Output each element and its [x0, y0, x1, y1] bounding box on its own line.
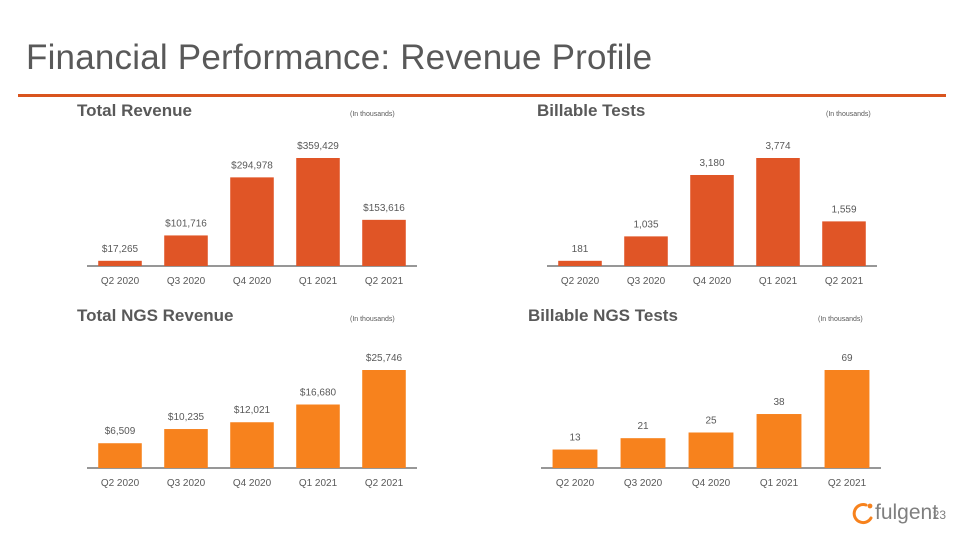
x-tick-label: Q3 2020	[167, 276, 206, 287]
title-divider	[18, 94, 946, 97]
bar	[296, 158, 340, 266]
chart-billable-tests: 181 Q2 2020 1,035 Q3 2020 3,180 Q4 2020 3,774 Q…	[547, 141, 877, 287]
x-tick-label: Q4 2020	[233, 478, 272, 489]
page-title: Financial Performance: Revenue Profile	[26, 38, 653, 77]
x-tick-label: Q2 2021	[828, 478, 867, 489]
x-tick-label: Q2 2021	[365, 478, 404, 489]
fulgent-logo: fulgent	[852, 499, 944, 529]
bar	[362, 219, 406, 266]
bar	[624, 236, 668, 266]
data-label: $17,265	[102, 244, 139, 255]
x-tick-label: Q3 2020	[627, 276, 666, 287]
x-tick-label: Q4 2020	[692, 478, 731, 489]
x-tick-label: Q3 2020	[167, 478, 206, 489]
units-note-billable-ngs-tests: (In thousands)	[818, 316, 863, 323]
x-tick-label: Q2 2020	[561, 276, 600, 287]
data-label: $153,616	[363, 203, 405, 214]
chart-total-ngs-revenue: $6,509 Q2 2020 $10,235 Q3 2020 $12,021 Q4 202…	[87, 353, 417, 489]
chart-total-revenue: $17,265 Q2 2020 $101,716 Q3 2020 $294,978 Q4 …	[87, 141, 417, 287]
fulgent-logo-icon	[852, 503, 873, 525]
x-tick-label: Q1 2021	[299, 276, 338, 287]
x-tick-label: Q3 2020	[624, 478, 663, 489]
chart-billable-ngs-tests: 13 Q2 2020 21 Q3 2020 25 Q4 2020 38 Q1 2021 69 Q2…	[541, 353, 881, 489]
data-label: $16,680	[300, 388, 337, 399]
bar	[230, 177, 274, 266]
logo-wordmark: fulgent	[875, 501, 939, 524]
data-label: $12,021	[234, 405, 271, 416]
chart-title-total-revenue: Total Revenue	[77, 101, 192, 120]
data-label: 1,559	[831, 204, 856, 215]
x-tick-label: Q2 2021	[365, 276, 404, 287]
bar	[824, 370, 870, 468]
x-tick-label: Q4 2020	[693, 276, 732, 287]
units-note-total-revenue: (In thousands)	[350, 111, 395, 118]
data-label: 25	[705, 415, 717, 426]
x-tick-label: Q2 2021	[825, 276, 864, 287]
bar	[230, 422, 274, 468]
data-label: 69	[841, 353, 853, 364]
data-label: 38	[773, 397, 785, 408]
chart-title-total-ngs-revenue: Total NGS Revenue	[77, 306, 234, 325]
data-label: 181	[572, 244, 589, 255]
bar	[756, 158, 800, 266]
bar	[688, 432, 734, 468]
x-tick-label: Q2 2020	[556, 478, 595, 489]
bar	[164, 235, 208, 266]
bar	[756, 414, 802, 468]
data-label: $10,235	[168, 412, 205, 423]
data-label: $359,429	[297, 141, 339, 152]
data-label: 1,035	[633, 219, 658, 230]
bar	[822, 221, 866, 266]
data-label: $101,716	[165, 218, 207, 229]
chart-title-billable-ngs-tests: Billable NGS Tests	[528, 306, 678, 325]
units-note-billable-tests: (In thousands)	[826, 111, 871, 118]
bar	[690, 174, 734, 266]
bar	[98, 260, 142, 266]
chart-title-billable-tests: Billable Tests	[537, 101, 646, 120]
x-tick-label: Q1 2021	[299, 478, 338, 489]
data-label: 3,774	[765, 141, 790, 152]
bar	[558, 260, 602, 266]
bar	[164, 429, 208, 468]
data-label: 13	[569, 433, 581, 444]
data-label: 21	[637, 421, 649, 432]
x-tick-label: Q4 2020	[233, 276, 272, 287]
bar	[296, 404, 340, 468]
bar	[362, 370, 406, 468]
bar	[98, 443, 142, 468]
x-tick-label: Q1 2021	[760, 478, 799, 489]
data-label: 3,180	[699, 158, 724, 169]
data-label: $25,746	[366, 353, 403, 364]
data-label: $294,978	[231, 160, 273, 171]
x-tick-label: Q1 2021	[759, 276, 798, 287]
bar	[552, 449, 598, 468]
x-tick-label: Q2 2020	[101, 276, 140, 287]
bar	[620, 438, 666, 468]
data-label: $6,509	[105, 426, 136, 437]
units-note-total-ngs-revenue: (In thousands)	[350, 316, 395, 323]
x-tick-label: Q2 2020	[101, 478, 140, 489]
page-number: 23	[932, 508, 946, 522]
